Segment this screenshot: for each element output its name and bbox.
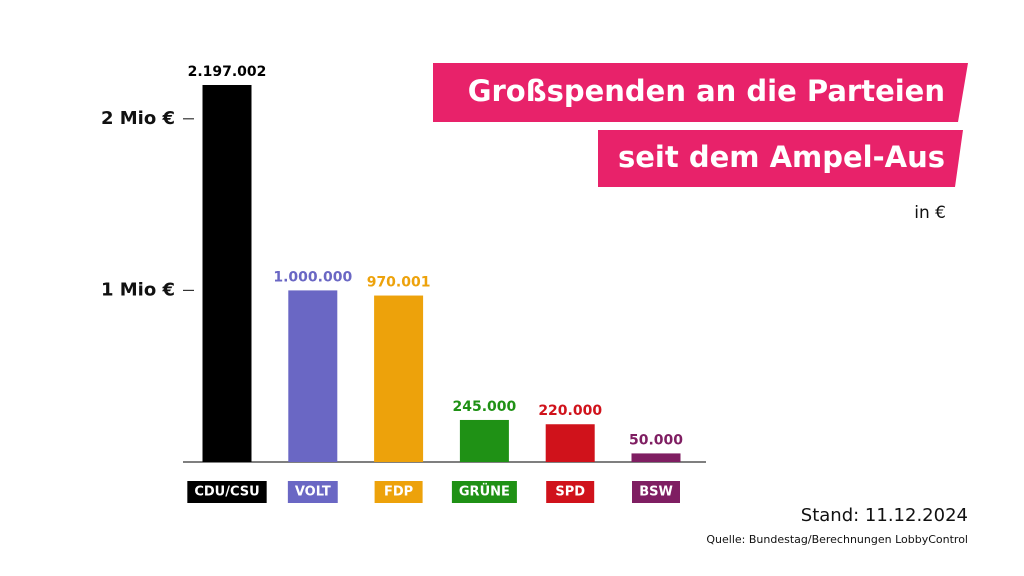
x-tick-label: GRÜNE (459, 484, 510, 500)
x-tick-label: FDP (384, 485, 413, 500)
bar (202, 84, 252, 463)
subtitle-box (598, 130, 963, 187)
note: Stand: 11.12.2024 (801, 505, 968, 526)
category-box (632, 481, 680, 503)
bar (374, 295, 424, 462)
category-box (287, 481, 338, 503)
title-box (433, 63, 968, 122)
category-box (374, 481, 423, 503)
chart-subtitle: seit dem Ampel-Aus (618, 140, 945, 174)
value-label: 50.000 (629, 432, 683, 448)
chart-title: Großspenden an die Parteien (468, 74, 945, 108)
bar (288, 290, 338, 462)
category-box (546, 481, 595, 503)
x-tick-label: BSW (639, 485, 673, 500)
unit-label: in € (914, 203, 946, 223)
y-tick-label: 1 Mio € (101, 279, 175, 300)
category-box (187, 481, 267, 503)
source: Quelle: Bundestag/Berechnungen LobbyCont… (706, 533, 968, 546)
bar (459, 419, 509, 462)
x-tick-label: SPD (555, 485, 585, 500)
bar (545, 424, 595, 462)
bar (631, 453, 681, 462)
x-tick-label: CDU/CSU (194, 485, 259, 500)
value-label: 970.001 (367, 275, 431, 291)
value-label: 245.000 (453, 399, 517, 415)
value-label: 220.000 (538, 403, 602, 419)
value-label: 2.197.002 (188, 64, 267, 80)
y-tick-label: 2 Mio € (101, 108, 175, 129)
value-label: 1.000.000 (273, 269, 352, 285)
category-box (451, 481, 517, 503)
x-tick-label: VOLT (295, 485, 331, 500)
